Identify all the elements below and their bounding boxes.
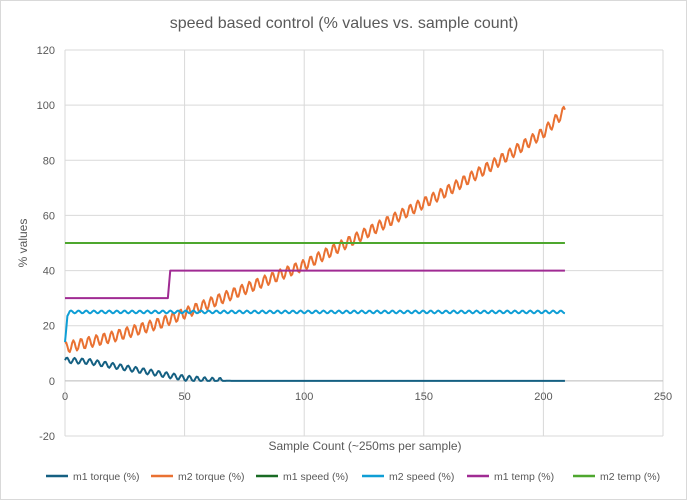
y-tick-label: 60 (43, 210, 55, 222)
legend-label: m1 torque (%) (73, 471, 140, 483)
y-tick-label: 80 (43, 155, 55, 167)
x-tick-label: 0 (62, 391, 68, 403)
x-axis-label: Sample Count (~250ms per sample) (268, 439, 461, 453)
x-tick-label: 250 (654, 391, 672, 403)
legend: m1 torque (%) m2 torque (%) m1 speed (%) m2… (46, 471, 660, 483)
series-lines (64, 105, 566, 382)
series-line-3 (64, 309, 566, 343)
chart-title: speed based control (% values vs. sample… (170, 15, 519, 32)
legend-label: m2 torque (%) (178, 471, 245, 483)
legend-item: m1 temp (%) (467, 471, 554, 483)
legend-label: m1 temp (%) (494, 471, 554, 483)
x-tick-label: 200 (534, 391, 552, 403)
legend-item: m1 speed (%) (256, 471, 348, 483)
y-axis-label: % values (16, 219, 30, 268)
x-tick-labels: 0 50 100 150 200 250 (62, 391, 672, 403)
y-tick-label: 100 (37, 100, 55, 112)
legend-item: m2 torque (%) (151, 471, 245, 483)
series-line-1 (64, 105, 566, 354)
legend-item: m2 temp (%) (573, 471, 660, 483)
legend-label: m2 temp (%) (600, 471, 660, 483)
x-tick-label: 100 (295, 391, 313, 403)
legend-label: m2 speed (%) (389, 471, 454, 483)
legend-label: m1 speed (%) (283, 471, 348, 483)
series-line-4 (65, 269, 565, 300)
x-tick-label: 50 (178, 391, 190, 403)
legend-item: m1 torque (%) (46, 471, 140, 483)
y-tick-label: 120 (37, 45, 55, 57)
x-tick-label: 150 (415, 391, 433, 403)
legend-item: m2 speed (%) (362, 471, 454, 483)
y-tick-label: 40 (43, 266, 55, 278)
y-tick-label: -20 (39, 431, 55, 443)
y-tick-label: 20 (43, 321, 55, 333)
series-line-0 (64, 356, 565, 382)
y-tick-labels: -20 0 20 40 60 80 100 120 (37, 45, 55, 443)
y-tick-label: 0 (49, 376, 55, 388)
